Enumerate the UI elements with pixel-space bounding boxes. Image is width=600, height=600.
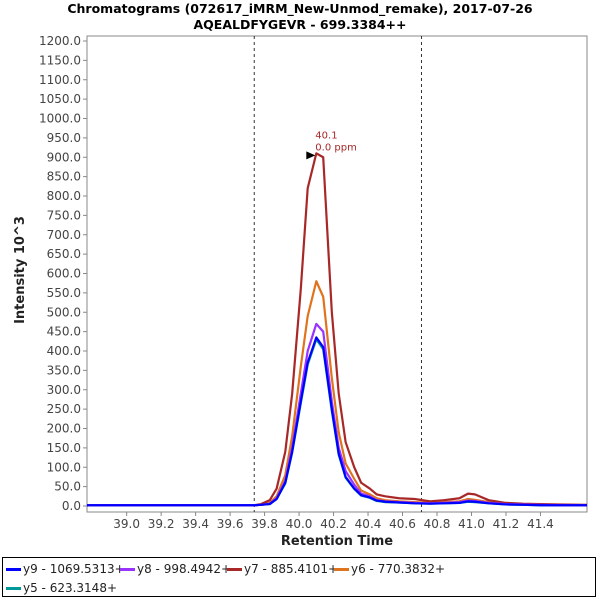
series-line-y9 xyxy=(87,336,587,507)
y-tick-label: 650.0 xyxy=(47,247,81,261)
y-tick-label: 900.0 xyxy=(47,150,81,164)
y-tick-label: 500.0 xyxy=(47,305,81,319)
y-tick-label: 50.0 xyxy=(54,480,81,494)
series-line-y7 xyxy=(87,152,588,507)
legend-item: y9 - 1069.5313+ xyxy=(6,562,125,576)
legend-swatch xyxy=(334,567,349,571)
y-tick-label: 350.0 xyxy=(47,363,81,377)
y-tick-label: 250.0 xyxy=(47,402,81,416)
legend-item: y8 - 998.4942+ xyxy=(120,562,231,576)
legend-label: y5 - 623.3148+ xyxy=(23,581,118,595)
x-tick-label: 40.2 xyxy=(320,517,347,531)
legend-label: y9 - 1069.5313+ xyxy=(23,562,125,576)
y-tick-label: 200.0 xyxy=(47,422,81,436)
peak-ppm-label: 0.0 ppm xyxy=(315,142,357,153)
legend-item: y5 - 623.3148+ xyxy=(6,581,117,595)
y-tick-label: 450.0 xyxy=(47,325,81,339)
y-tick-label: 0.0 xyxy=(62,499,81,513)
x-tick-label: 39.4 xyxy=(182,517,209,531)
x-tick-label: 41.4 xyxy=(527,517,554,531)
x-tick-label: 41.0 xyxy=(458,517,485,531)
y-tick-label: 600.0 xyxy=(47,267,81,281)
legend-swatch xyxy=(6,586,21,590)
legend-label: y8 - 998.4942+ xyxy=(137,562,232,576)
y-tick-label: 100.0 xyxy=(47,460,81,474)
y-tick-label: 1050.0 xyxy=(39,92,81,106)
x-tick-label: 40.8 xyxy=(424,517,451,531)
y-tick-label: 1000.0 xyxy=(39,112,81,126)
x-tick-label: 39.6 xyxy=(217,517,244,531)
x-tick-label: 40.0 xyxy=(286,517,313,531)
legend-item: y6 - 770.3832+ xyxy=(334,562,445,576)
legend-label: y6 - 770.3832+ xyxy=(351,562,446,576)
y-tick-label: 300.0 xyxy=(47,383,81,397)
legend-label: y7 - 885.4101+ xyxy=(244,562,339,576)
x-axis-title: Retention Time xyxy=(281,534,393,549)
legend-item: y7 - 885.4101+ xyxy=(227,562,338,576)
legend: y9 - 1069.5313+ y8 - 998.4942+ y7 - 885.41… xyxy=(2,557,596,597)
y-tick-label: 1200.0 xyxy=(39,34,81,48)
x-tick-label: 40.6 xyxy=(389,517,416,531)
chart-title: Chromatograms (072617_iMRM_New-Unmod_rem… xyxy=(67,1,533,17)
peak-rt-label: 40.1 xyxy=(315,130,337,141)
y-tick-label: 150.0 xyxy=(47,441,81,455)
y-axis-title: Intensity 10^3 xyxy=(13,216,28,324)
y-tick-label: 950.0 xyxy=(47,131,81,145)
y-tick-label: 800.0 xyxy=(47,189,81,203)
x-tick-label: 39.8 xyxy=(251,517,278,531)
legend-swatch xyxy=(120,567,135,571)
x-tick-label: 40.4 xyxy=(355,517,382,531)
legend-swatch xyxy=(6,567,21,571)
y-tick-label: 400.0 xyxy=(47,344,81,358)
y-tick-label: 1100.0 xyxy=(39,73,81,87)
y-tick-label: 700.0 xyxy=(47,228,81,242)
y-tick-label: 1150.0 xyxy=(39,53,81,67)
chart-subtitle: AQEALDFYGEVR - 699.3384++ xyxy=(193,17,406,32)
legend-swatch xyxy=(227,567,242,571)
x-tick-label: 39.0 xyxy=(113,517,140,531)
y-tick-label: 750.0 xyxy=(47,208,81,222)
x-tick-label: 39.2 xyxy=(148,517,175,531)
y-tick-label: 550.0 xyxy=(47,286,81,300)
x-tick-label: 41.2 xyxy=(493,517,520,531)
y-tick-label: 850.0 xyxy=(47,170,81,184)
peak-marker-arrow-icon xyxy=(306,151,316,160)
